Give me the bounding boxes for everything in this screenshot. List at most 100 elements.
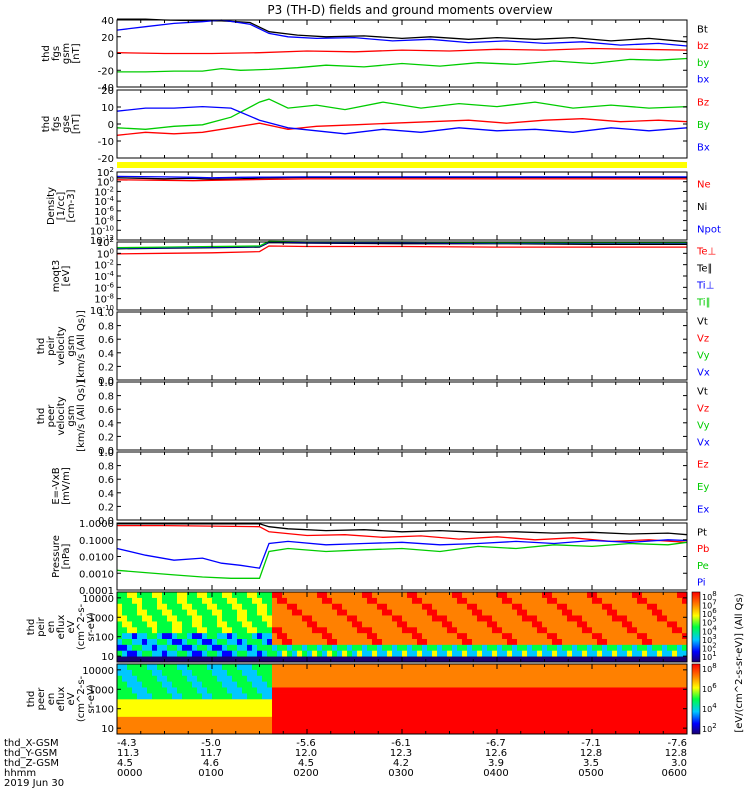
spectrogram-cell bbox=[447, 638, 453, 645]
spectrogram-cell bbox=[587, 638, 593, 645]
spectrogram-cell bbox=[127, 704, 133, 711]
spectrogram-cell bbox=[482, 603, 488, 610]
spectrogram-cell bbox=[462, 693, 468, 700]
spectrogram-cell bbox=[487, 621, 493, 628]
spectrogram-cell bbox=[357, 687, 363, 694]
spectrogram-cell bbox=[672, 710, 678, 717]
spectrogram-cell bbox=[297, 592, 303, 598]
spectrogram-cell bbox=[607, 656, 613, 663]
spectrogram-cell bbox=[372, 704, 378, 711]
spectrogram-cell bbox=[352, 669, 358, 676]
axis-row-value: -4.3 bbox=[117, 738, 137, 749]
spectrogram-cell bbox=[612, 621, 618, 628]
spectrogram-cell bbox=[637, 693, 643, 700]
spectrogram-cell bbox=[507, 716, 513, 723]
spectrogram-cell bbox=[122, 716, 128, 723]
spectrogram-cell bbox=[402, 621, 408, 628]
spectrogram-cell bbox=[192, 675, 198, 682]
spectrogram-cell bbox=[587, 710, 593, 717]
spectrogram-cell bbox=[467, 698, 473, 706]
spectrogram-cell bbox=[307, 728, 313, 735]
spectrogram-cell bbox=[127, 687, 133, 694]
spectrogram-cell bbox=[432, 626, 438, 634]
spectrogram-cell bbox=[407, 710, 413, 717]
spectrogram-cell bbox=[232, 681, 238, 688]
spectrogram-cell bbox=[537, 626, 543, 634]
spectrogram-cell bbox=[227, 592, 233, 598]
series-line-bz bbox=[116, 47, 688, 55]
spectrogram-cell bbox=[382, 592, 388, 598]
spectrogram-cell bbox=[512, 693, 518, 700]
spectrogram-cell bbox=[392, 650, 398, 657]
spectrogram-cell bbox=[307, 687, 313, 694]
spectrogram-cell bbox=[162, 603, 168, 610]
spectrogram-cell bbox=[337, 644, 343, 651]
spectrogram-cell bbox=[587, 632, 593, 639]
y-axis-label: [mV/m] bbox=[61, 467, 72, 505]
spectrogram-cell bbox=[337, 728, 343, 735]
spectrogram-cell bbox=[537, 722, 543, 729]
y-axis-label: en bbox=[46, 621, 57, 634]
spectrogram-cell bbox=[617, 656, 623, 663]
spectrogram-cell bbox=[247, 592, 253, 598]
spectrogram-cell bbox=[312, 632, 318, 639]
spectrogram-cell bbox=[127, 669, 133, 676]
spectrogram-cell bbox=[677, 638, 683, 645]
spectrogram-cell bbox=[562, 693, 568, 700]
spectrogram-cell bbox=[272, 592, 278, 598]
spectrogram-cell bbox=[512, 716, 518, 723]
spectrogram-cell bbox=[612, 675, 618, 682]
spectrogram-cell bbox=[552, 615, 558, 622]
spectrogram-cell bbox=[627, 669, 633, 676]
spectrogram-cell bbox=[287, 728, 293, 735]
spectrogram-cell bbox=[257, 716, 263, 723]
spectrogram-cell bbox=[407, 644, 413, 651]
y-axis-label: thd bbox=[36, 338, 47, 355]
spectrogram-cell bbox=[507, 650, 513, 657]
spectrogram-cell bbox=[342, 675, 348, 682]
spectrogram-cell bbox=[567, 597, 573, 604]
spectrogram-cell bbox=[537, 669, 543, 676]
spectrogram-cell bbox=[327, 722, 333, 729]
axis-row-label: thd_Z-GSM bbox=[4, 758, 59, 769]
spectrogram-cell bbox=[232, 621, 238, 628]
spectrogram-cell bbox=[412, 722, 418, 729]
spectrogram-cell bbox=[432, 710, 438, 717]
spectrogram-cell bbox=[242, 626, 248, 634]
spectrogram-cell bbox=[352, 716, 358, 723]
spectrogram-cell bbox=[417, 615, 423, 622]
spectrogram-cell bbox=[497, 609, 503, 616]
spectrogram-cell bbox=[522, 626, 528, 634]
spectrogram-cell bbox=[462, 728, 468, 735]
spectrogram-cell bbox=[622, 656, 628, 663]
spectrogram-cell bbox=[177, 615, 183, 622]
spectrogram-cell bbox=[392, 664, 398, 670]
spectrogram-cell bbox=[487, 656, 493, 663]
spectrogram-cell bbox=[147, 728, 153, 735]
spectrogram-cell bbox=[447, 716, 453, 723]
spectrogram-cell bbox=[567, 638, 573, 645]
spectrogram-cell bbox=[152, 687, 158, 694]
spectrogram-cell bbox=[472, 644, 478, 651]
spectrogram-cell bbox=[232, 644, 238, 651]
spectrogram-cell bbox=[492, 687, 498, 694]
spectrogram-cell bbox=[597, 597, 603, 604]
spectrogram-cell bbox=[582, 644, 588, 651]
spectrogram-cell bbox=[347, 728, 353, 735]
spectrogram-cell bbox=[667, 728, 673, 735]
spectrogram-cell bbox=[342, 669, 348, 676]
spectrogram-cell bbox=[142, 681, 148, 688]
spectrogram-cell bbox=[617, 603, 623, 610]
spectrogram-cell bbox=[342, 621, 348, 628]
spectrogram-cell bbox=[362, 675, 368, 682]
spectrogram-cell bbox=[502, 638, 508, 645]
spectrogram-cell bbox=[342, 693, 348, 700]
spectrogram-cell bbox=[227, 632, 233, 639]
spectrogram-cell bbox=[357, 650, 363, 657]
spectrogram-cell bbox=[572, 681, 578, 688]
spectrogram-cell bbox=[432, 632, 438, 639]
spectrogram-cell bbox=[242, 597, 248, 604]
spectrogram-cell bbox=[537, 603, 543, 610]
spectrogram-cell bbox=[172, 592, 178, 598]
spectrogram-cell bbox=[117, 603, 123, 610]
